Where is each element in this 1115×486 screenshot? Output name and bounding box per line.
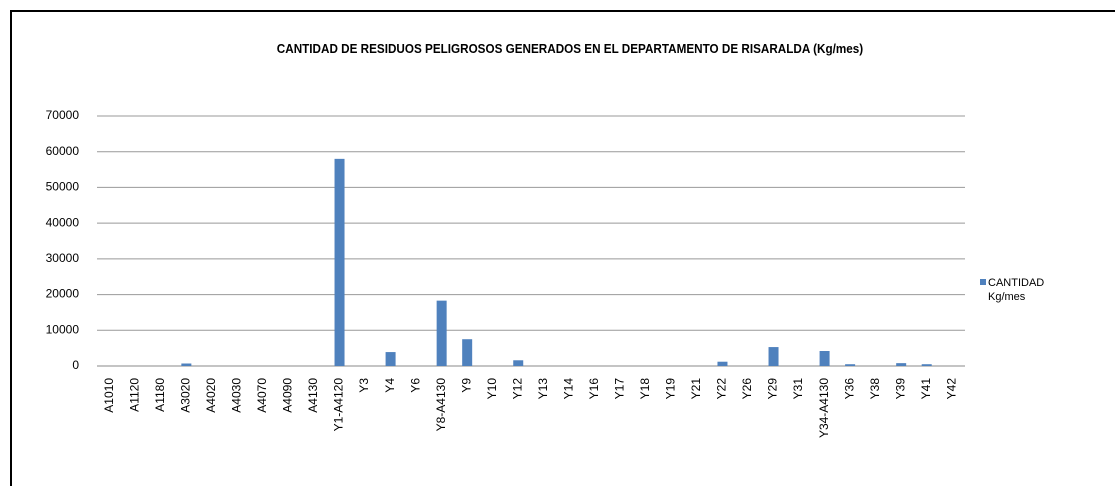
legend-swatch — [980, 279, 986, 285]
y-tick-label: 30000 — [46, 251, 80, 265]
chart-title: CANTIDAD DE RESIDUOS PELIGROSOS GENERADO… — [276, 41, 864, 56]
bar — [896, 363, 907, 366]
x-tick-label: Y17 — [613, 378, 627, 400]
x-tick-label: A1180 — [153, 378, 167, 412]
legend-label: CANTIDAD Kg/mes — [988, 277, 1045, 303]
x-tick-label: Y41 — [919, 378, 933, 400]
legend: CANTIDAD Kg/mes — [980, 276, 1070, 304]
bar — [845, 364, 856, 366]
x-tick-label: Y6 — [408, 378, 422, 393]
y-tick-label: 0 — [72, 358, 79, 372]
x-tick-label: Y29 — [766, 378, 780, 400]
x-tick-label: Y3 — [357, 378, 371, 393]
x-tick-label: A4030 — [230, 378, 244, 413]
bar — [462, 339, 473, 366]
x-tick-label: Y21 — [689, 378, 703, 400]
x-tick-label: A3020 — [179, 378, 193, 413]
x-tick-label: A4130 — [306, 378, 320, 413]
x-tick-label: Y31 — [791, 378, 805, 400]
x-tick-label: Y38 — [868, 378, 882, 400]
bar — [513, 360, 524, 366]
y-tick-label: 60000 — [46, 144, 80, 158]
x-tick-label: Y39 — [893, 378, 907, 400]
y-tick-label: 20000 — [46, 287, 80, 301]
x-tick-label: A4090 — [281, 378, 295, 413]
x-tick-label: Y34-A4130 — [817, 378, 831, 438]
x-tick-label: A4020 — [204, 378, 218, 413]
x-tick-label: Y14 — [561, 378, 575, 400]
x-tick-label: Y1-A4120 — [332, 378, 346, 432]
bar — [436, 300, 447, 366]
x-tick-label: Y19 — [664, 378, 678, 400]
bar — [768, 347, 779, 366]
x-tick-label: Y8-A4130 — [434, 378, 448, 432]
x-tick-label: Y22 — [715, 378, 729, 400]
y-tick-label: 10000 — [46, 322, 80, 336]
x-tick-label: Y16 — [587, 378, 601, 400]
frame — [10, 10, 1115, 486]
x-tick-label: Y13 — [536, 378, 550, 400]
y-tick-label: 40000 — [46, 215, 80, 229]
x-tick-label: A4070 — [255, 378, 269, 413]
x-tick-label: Y10 — [485, 378, 499, 400]
bar — [385, 352, 396, 366]
bar — [717, 361, 728, 366]
x-tick-label: A1010 — [102, 378, 116, 413]
x-tick-label: Y42 — [944, 378, 958, 400]
bar — [334, 158, 345, 366]
bar — [181, 363, 192, 366]
y-tick-label: 70000 — [46, 108, 80, 122]
y-tick-label: 50000 — [46, 180, 80, 194]
x-tick-label: Y26 — [740, 378, 754, 400]
x-tick-label: Y4 — [383, 378, 397, 393]
x-tick-label: Y9 — [459, 378, 473, 393]
x-tick-label: Y18 — [638, 378, 652, 400]
x-tick-label: Y12 — [510, 378, 524, 400]
x-tick-label: A1120 — [127, 378, 141, 412]
x-tick-label: Y36 — [842, 378, 856, 400]
bar — [921, 364, 932, 366]
bar — [819, 351, 830, 366]
